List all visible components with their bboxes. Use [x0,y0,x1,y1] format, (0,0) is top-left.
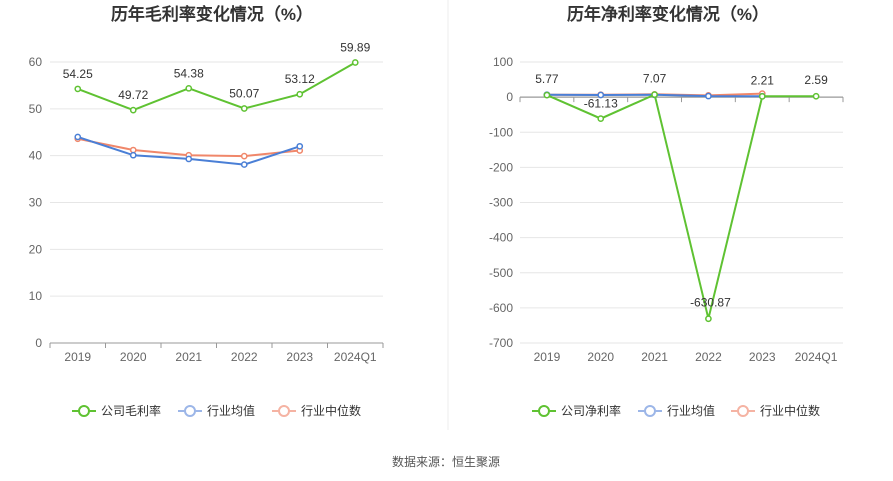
net-margin-chart: 历年净利率变化情况（%） 100 0 -100 -200 -300 -400 -500 -600… [489,4,844,418]
series-point [185,155,193,163]
data-label: -61.13 [584,97,618,111]
legend-label: 行业中位数 [301,403,361,418]
legend-label: 行业均值 [667,403,715,418]
y-tick-label: -200 [489,160,513,174]
series-point [758,92,766,100]
series-point [74,85,82,93]
data-label: 54.38 [174,66,204,80]
y-tick-label: 100 [493,55,513,69]
series-line [546,93,817,319]
legend-swatch-marker [278,405,290,417]
legend-swatch-marker [737,405,749,417]
x-tick-label: 2019 [534,350,561,364]
y-tick-label: -500 [489,266,513,280]
data-label: 2.59 [804,73,828,87]
y-tick-label: -400 [489,231,513,245]
y-tick-label: 40 [29,149,43,163]
y-tick-label: 0 [35,336,42,350]
x-tick-label: 2020 [587,350,614,364]
data-label: 5.77 [535,72,559,86]
x-tick-label: 2023 [286,350,313,364]
series-point [296,142,304,150]
x-tick-label: 2023 [749,350,776,364]
data-source-note: 数据来源：恒生聚源 [392,454,500,469]
series-point [240,152,248,160]
gross-margin-chart: 历年毛利率变化情况（%） 0 10 20 30 40 50 60 2019 2020 2021 202… [29,4,384,418]
x-tick-label: 2021 [175,350,202,364]
x-tick-label: 2022 [695,350,722,364]
series-point [812,92,820,100]
series-point [240,105,248,112]
legend-label: 公司净利率 [561,403,621,418]
series-point [185,84,193,92]
y-tick-label: -100 [489,125,513,139]
data-label: 54.25 [63,67,93,81]
legend-label: 公司毛利率 [101,403,161,418]
x-tick-label: 2021 [641,350,668,364]
y-tick-label: 30 [29,196,43,210]
chart-title: 历年毛利率变化情况（%） [111,4,313,24]
series-point [597,115,605,122]
x-tick-label: 2024Q1 [334,350,377,364]
legend-swatch-marker [644,405,656,417]
y-tick-label: 50 [29,102,43,116]
series-point [651,91,658,98]
y-tick-label: 0 [506,90,513,104]
series-point [74,133,82,141]
series-point [597,91,605,99]
series-point [543,91,551,99]
y-tick-label: 10 [29,289,43,303]
series-point [351,59,359,66]
legend-label: 行业中位数 [760,403,820,418]
y-tick-label: 60 [29,55,43,69]
series-point [705,92,712,100]
legend-swatch-marker [538,405,550,417]
y-tick-label: 20 [29,242,43,256]
legend-swatch-marker [78,405,90,417]
legend-label: 行业均值 [207,403,255,418]
x-tick-label: 2024Q1 [795,350,838,364]
data-label: 53.12 [285,72,315,86]
series-line [77,61,356,112]
y-tick-label: -300 [489,196,513,210]
data-label: 50.07 [229,87,259,101]
x-tick-label: 2020 [120,350,147,364]
legend-swatch-marker [184,405,196,417]
chart-title: 历年净利率变化情况（%） [567,4,769,24]
data-label: 7.07 [643,72,667,86]
data-label: 2.21 [751,73,775,87]
data-label: 59.89 [340,41,370,55]
y-tick-label: -700 [489,336,513,350]
series-point [296,90,304,98]
data-label: 49.72 [118,88,148,102]
series-point [129,106,137,114]
data-label: -630.87 [690,296,731,310]
x-tick-label: 2022 [231,350,258,364]
series-point [240,161,248,168]
y-tick-label: -600 [489,301,513,315]
series-point [129,151,137,159]
series-point [705,315,712,323]
x-tick-label: 2019 [64,350,91,364]
